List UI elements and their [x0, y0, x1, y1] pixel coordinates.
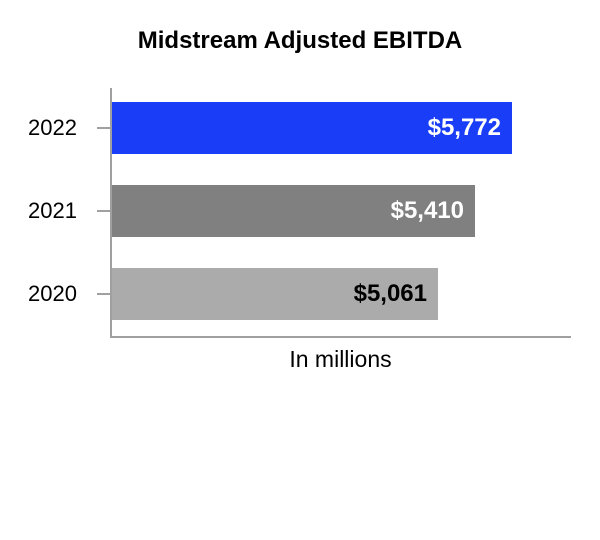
chart-title: Midstream Adjusted EBITDA	[137, 27, 463, 54]
plot-area: $5,772 $5,410 $5,061	[110, 88, 571, 338]
bar-value-label: $5,772	[427, 114, 501, 141]
y-axis-tick-label-2021: 2021	[28, 198, 77, 223]
bar-value-label: $5,061	[353, 280, 427, 307]
y-axis-tick	[97, 210, 110, 212]
bar-2020: $5,061	[112, 268, 438, 320]
y-axis-tick-label-2022: 2022	[28, 115, 77, 140]
y-axis-tick-label-2020: 2020	[28, 281, 77, 306]
bar-value-label: $5,410	[390, 197, 464, 224]
y-axis-tick	[97, 293, 110, 295]
bar-2022: $5,772	[112, 102, 512, 154]
bar-2021: $5,410	[112, 185, 475, 237]
x-axis-label: In millions	[289, 346, 392, 372]
y-axis-tick	[97, 127, 110, 129]
